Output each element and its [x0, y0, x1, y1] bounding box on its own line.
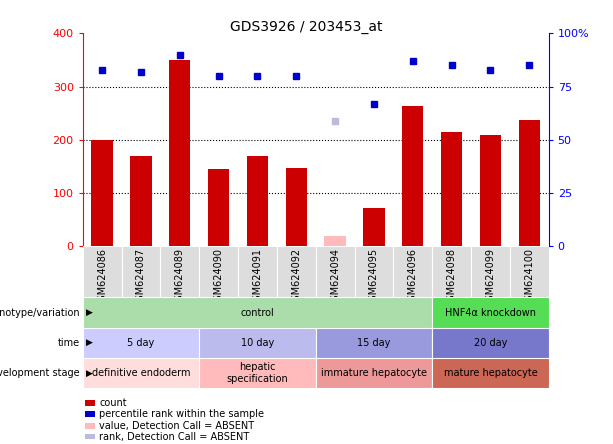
Text: control: control — [240, 308, 275, 317]
Bar — [208, 169, 229, 246]
Text: ▶: ▶ — [86, 308, 93, 317]
Text: hepatic
specification: hepatic specification — [227, 362, 288, 384]
Text: value, Detection Call = ABSENT: value, Detection Call = ABSENT — [99, 421, 254, 431]
Bar — [238, 246, 277, 297]
Bar — [286, 168, 307, 246]
Text: GSM624098: GSM624098 — [447, 248, 457, 307]
Text: 15 day: 15 day — [357, 338, 390, 348]
Bar — [394, 246, 432, 297]
Bar — [199, 358, 316, 388]
Bar — [277, 246, 316, 297]
Bar — [324, 236, 346, 246]
Text: GSM624099: GSM624099 — [485, 248, 495, 307]
Text: definitive endoderm: definitive endoderm — [92, 368, 190, 378]
Bar — [121, 246, 161, 297]
Bar — [199, 246, 238, 297]
Text: percentile rank within the sample: percentile rank within the sample — [99, 409, 264, 419]
Text: 10 day: 10 day — [241, 338, 274, 348]
Bar — [432, 358, 549, 388]
Text: development stage: development stage — [0, 368, 80, 378]
Bar — [432, 246, 471, 297]
Text: GSM624091: GSM624091 — [253, 248, 262, 307]
Text: GSM624089: GSM624089 — [175, 248, 185, 307]
Text: mature hepatocyte: mature hepatocyte — [444, 368, 537, 378]
Bar — [161, 246, 199, 297]
Text: GSM624095: GSM624095 — [369, 248, 379, 307]
Bar — [402, 106, 424, 246]
Text: immature hepatocyte: immature hepatocyte — [321, 368, 427, 378]
Bar — [85, 400, 96, 406]
Bar — [247, 156, 268, 246]
Bar — [83, 358, 199, 388]
Bar — [432, 328, 549, 358]
Text: GSM624087: GSM624087 — [136, 248, 146, 307]
Bar — [316, 328, 432, 358]
Bar — [519, 120, 540, 246]
Text: GSM624092: GSM624092 — [291, 248, 301, 307]
Bar — [441, 132, 462, 246]
Text: GSM624094: GSM624094 — [330, 248, 340, 307]
Text: 20 day: 20 day — [474, 338, 507, 348]
Text: 5 day: 5 day — [128, 338, 154, 348]
Text: GDS3926 / 203453_at: GDS3926 / 203453_at — [230, 20, 383, 34]
Text: ▶: ▶ — [86, 369, 93, 377]
Bar — [83, 297, 432, 328]
Text: HNF4α knockdown: HNF4α knockdown — [445, 308, 536, 317]
Bar — [480, 135, 501, 246]
Text: GSM624096: GSM624096 — [408, 248, 417, 307]
Bar — [85, 423, 96, 429]
Bar — [91, 140, 113, 246]
Text: ▶: ▶ — [86, 338, 93, 347]
Bar — [364, 208, 384, 246]
Bar — [432, 297, 549, 328]
Bar — [199, 328, 316, 358]
Text: count: count — [99, 398, 127, 408]
Bar — [85, 434, 96, 440]
Bar — [131, 156, 151, 246]
Bar — [316, 246, 354, 297]
Text: rank, Detection Call = ABSENT: rank, Detection Call = ABSENT — [99, 432, 249, 442]
Bar — [83, 246, 121, 297]
Text: time: time — [58, 338, 80, 348]
Bar — [510, 246, 549, 297]
Bar — [316, 358, 432, 388]
Text: GSM624100: GSM624100 — [524, 248, 534, 307]
Text: genotype/variation: genotype/variation — [0, 308, 80, 317]
Bar — [354, 246, 394, 297]
Bar — [471, 246, 510, 297]
Text: GSM624086: GSM624086 — [97, 248, 107, 307]
Bar — [83, 328, 199, 358]
Bar — [169, 60, 191, 246]
Text: GSM624090: GSM624090 — [214, 248, 224, 307]
Bar — [85, 411, 96, 417]
